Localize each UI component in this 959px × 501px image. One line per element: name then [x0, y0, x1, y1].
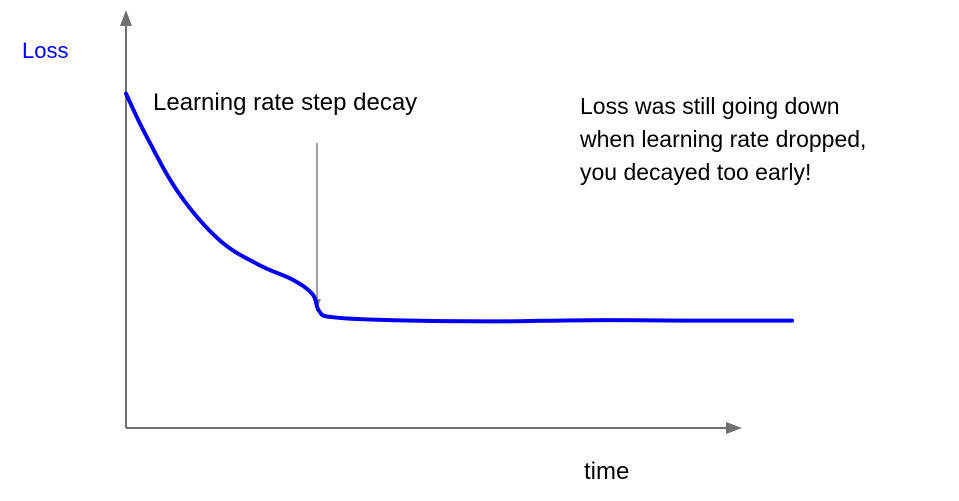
annotation-note: Loss was still going down when learning …: [579, 93, 873, 185]
y-axis: [120, 10, 132, 428]
annotation-arrow: [313, 143, 321, 309]
y-axis-label: Loss: [22, 38, 68, 63]
annotation-note-line-1: Loss was still going down: [580, 93, 840, 119]
annotation-note-line-2: when learning rate dropped,: [579, 126, 866, 152]
y-axis-arrowhead: [120, 10, 132, 26]
annotation-note-line-3: you decayed too early!: [580, 159, 811, 185]
loss-series-line: [124, 91, 794, 324]
x-axis-arrowhead: [726, 422, 742, 434]
x-axis: [126, 422, 742, 434]
x-axis-label: time: [584, 458, 629, 485]
annotation-arrow-label: Learning rate step decay: [153, 89, 417, 116]
